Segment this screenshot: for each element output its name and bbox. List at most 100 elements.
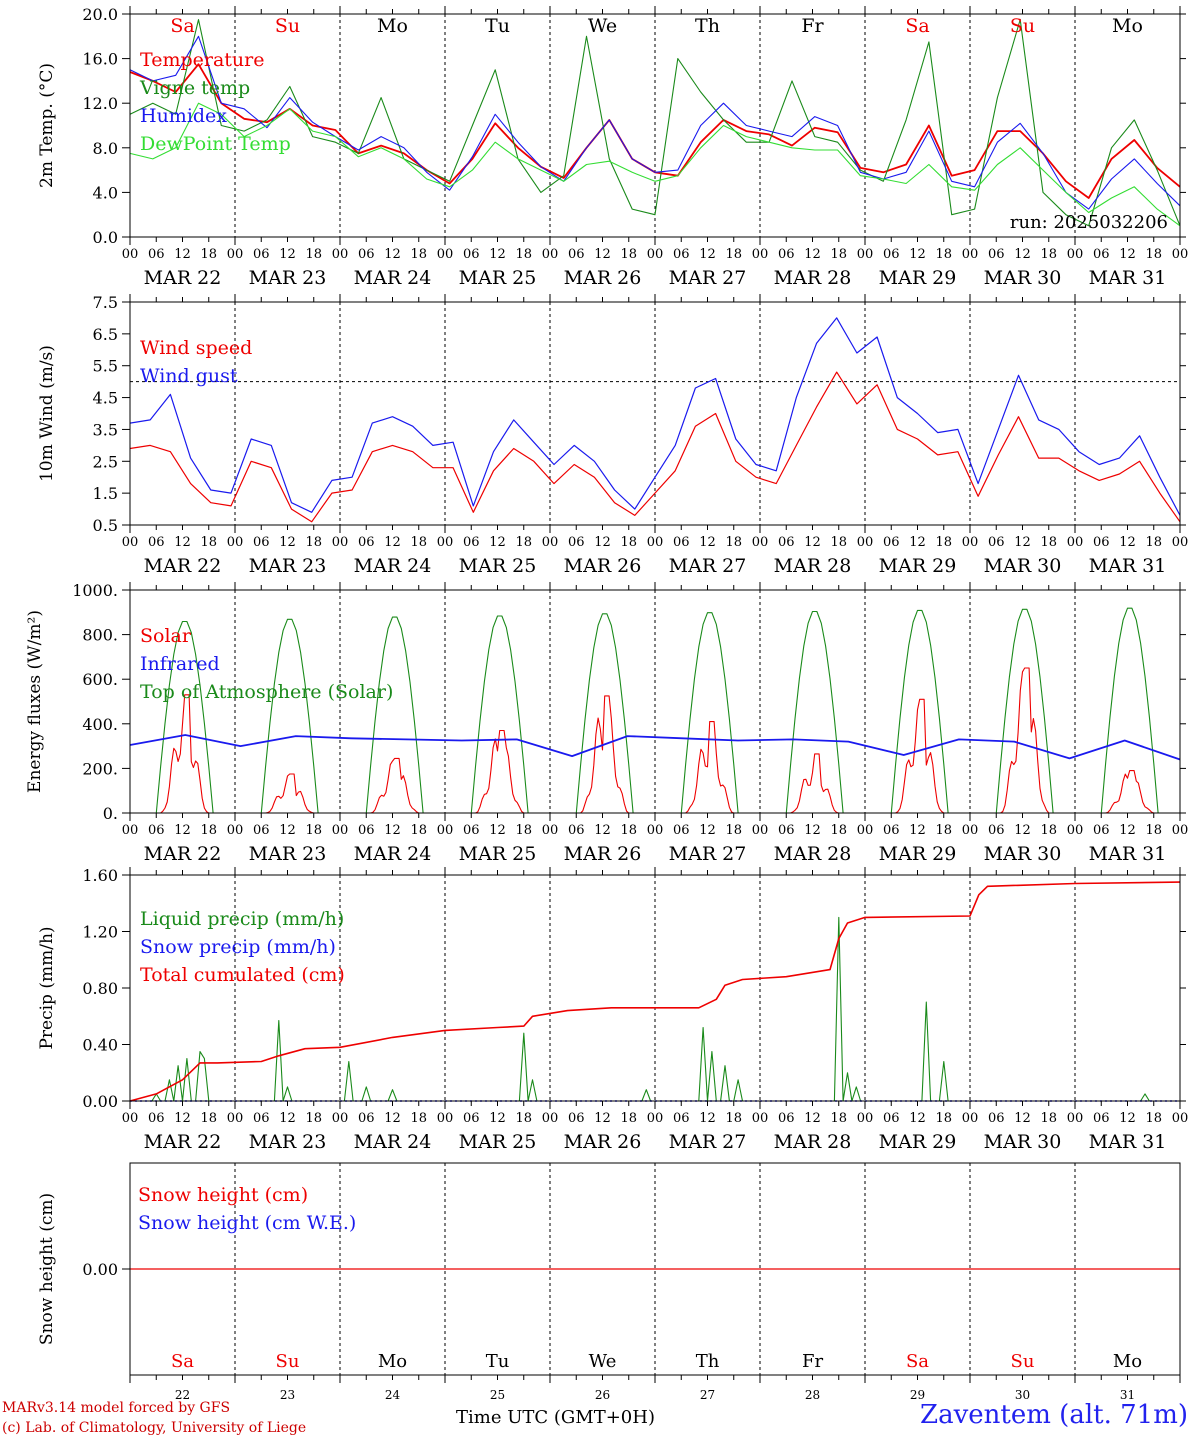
hour-tick-label: 00 — [1067, 247, 1084, 262]
weekday-label: Fr — [801, 15, 824, 37]
date-label: MAR 25 — [459, 555, 537, 577]
hour-tick-label: 18 — [1040, 247, 1057, 262]
hour-tick-label: 12 — [384, 823, 401, 838]
date-label: MAR 27 — [669, 843, 747, 865]
hour-tick-label: 00 — [437, 535, 454, 550]
hour-tick-label: 00 — [122, 823, 139, 838]
hour-tick-label: 18 — [1145, 247, 1162, 262]
y-tick-label: 0.80 — [82, 979, 118, 998]
date-label: MAR 24 — [354, 267, 432, 289]
weekday-label: Su — [275, 15, 300, 37]
date-label: MAR 31 — [1089, 1131, 1167, 1153]
weekday-label-bottom: Th — [696, 1351, 720, 1372]
legend-entry: DewPoint Temp — [140, 133, 291, 155]
hour-tick-label: 06 — [568, 535, 585, 550]
hour-tick-label: 18 — [830, 1111, 847, 1126]
hour-tick-label: 00 — [542, 247, 559, 262]
y-tick-label: 0. — [103, 804, 118, 823]
hour-tick-label: 00 — [332, 823, 349, 838]
hour-tick-label: 18 — [830, 823, 847, 838]
weekday-label: Th — [695, 15, 720, 37]
hour-tick-label: 18 — [935, 823, 952, 838]
hour-tick-label: 06 — [673, 823, 690, 838]
weekday-label-bottom: Mo — [378, 1351, 407, 1372]
hour-tick-label: 12 — [279, 535, 296, 550]
date-label: MAR 23 — [249, 267, 327, 289]
weekday-label: Sa — [905, 15, 929, 37]
label-layer: 0.0 4.0 8.0 12.0 16.0 20.0 00 06 12 18 00 06 12 18 00 0… — [25, 5, 1188, 1402]
hour-tick-label: 00 — [1067, 1111, 1084, 1126]
hour-tick-label: 12 — [909, 535, 926, 550]
time-axis-label: Time UTC (GMT+0H) — [456, 1407, 655, 1428]
hour-tick-label: 18 — [305, 1111, 322, 1126]
hour-tick-label: 00 — [227, 823, 244, 838]
date-label: MAR 26 — [564, 555, 642, 577]
hour-tick-label: 06 — [253, 823, 270, 838]
hour-tick-label: 12 — [384, 535, 401, 550]
series-line — [129, 19, 1181, 227]
y-tick-label: 16.0 — [82, 50, 118, 69]
hour-tick-label: 06 — [358, 823, 375, 838]
hour-tick-label: 12 — [384, 247, 401, 262]
hour-tick-label: 00 — [857, 1111, 874, 1126]
hour-tick-label: 00 — [647, 823, 664, 838]
hour-tick-label: 12 — [804, 1111, 821, 1126]
weekday-label-bottom: Su — [1011, 1351, 1035, 1372]
y-tick-label: 1.60 — [82, 866, 118, 885]
hour-tick-label: 18 — [830, 247, 847, 262]
y-tick-label: 8.0 — [93, 139, 118, 158]
hour-tick-label: 00 — [542, 535, 559, 550]
hour-tick-label: 06 — [463, 247, 480, 262]
hour-tick-label: 00 — [1067, 823, 1084, 838]
hour-tick-label: 12 — [174, 535, 191, 550]
hour-tick-label: 18 — [1145, 535, 1162, 550]
day-number-label: 28 — [805, 1388, 820, 1402]
date-label: MAR 29 — [879, 555, 957, 577]
date-label: MAR 22 — [144, 267, 222, 289]
y-tick-label: 400. — [82, 715, 118, 734]
hour-tick-label: 12 — [699, 247, 716, 262]
y-axis-title: Energy fluxes (W/m²) — [25, 610, 45, 793]
weekday-label-bottom: Sa — [906, 1351, 929, 1372]
hour-tick-label: 06 — [778, 823, 795, 838]
hour-tick-label: 06 — [463, 1111, 480, 1126]
hour-tick-label: 00 — [227, 247, 244, 262]
hour-tick-label: 00 — [752, 535, 769, 550]
hour-tick-label: 18 — [305, 247, 322, 262]
y-axis-title: Precip (mm/h) — [37, 926, 57, 1049]
hour-tick-label: 06 — [988, 247, 1005, 262]
day-number-label: 31 — [1120, 1388, 1135, 1402]
hour-tick-label: 00 — [122, 247, 139, 262]
run-annotation: run: 2025032206 — [1010, 212, 1168, 233]
hour-tick-label: 12 — [594, 247, 611, 262]
hour-tick-label: 18 — [200, 823, 217, 838]
model-credit: MARv3.14 model forced by GFS — [2, 1400, 231, 1416]
legend-entry: Snow height (cm W.E.) — [138, 1212, 356, 1234]
hour-tick-label: 00 — [647, 535, 664, 550]
hour-tick-label: 06 — [988, 823, 1005, 838]
hour-tick-label: 18 — [515, 247, 532, 262]
series-line — [129, 102, 1181, 227]
hour-tick-label: 00 — [962, 823, 979, 838]
y-tick-label: 0.40 — [82, 1036, 118, 1055]
weekday-label-bottom: Tu — [486, 1351, 510, 1372]
hour-tick-label: 06 — [1093, 1111, 1110, 1126]
y-tick-label: 4.5 — [93, 389, 118, 408]
series-line — [129, 881, 1181, 1102]
hour-tick-label: 18 — [305, 823, 322, 838]
hour-tick-label: 00 — [962, 1111, 979, 1126]
legend-entry: Solar — [140, 625, 192, 647]
hour-tick-label: 00 — [857, 535, 874, 550]
date-label: MAR 28 — [774, 267, 852, 289]
hour-tick-label: 18 — [515, 535, 532, 550]
hour-tick-label: 12 — [489, 1111, 506, 1126]
hour-tick-label: 18 — [1040, 1111, 1057, 1126]
legend-entry: Snow precip (mm/h) — [140, 936, 336, 958]
hour-tick-label: 18 — [200, 535, 217, 550]
hour-tick-label: 18 — [725, 823, 742, 838]
hour-tick-label: 12 — [489, 535, 506, 550]
legend-entry: Wind speed — [140, 337, 252, 359]
date-label: MAR 28 — [774, 555, 852, 577]
hour-tick-label: 12 — [909, 823, 926, 838]
hour-tick-label: 18 — [620, 535, 637, 550]
